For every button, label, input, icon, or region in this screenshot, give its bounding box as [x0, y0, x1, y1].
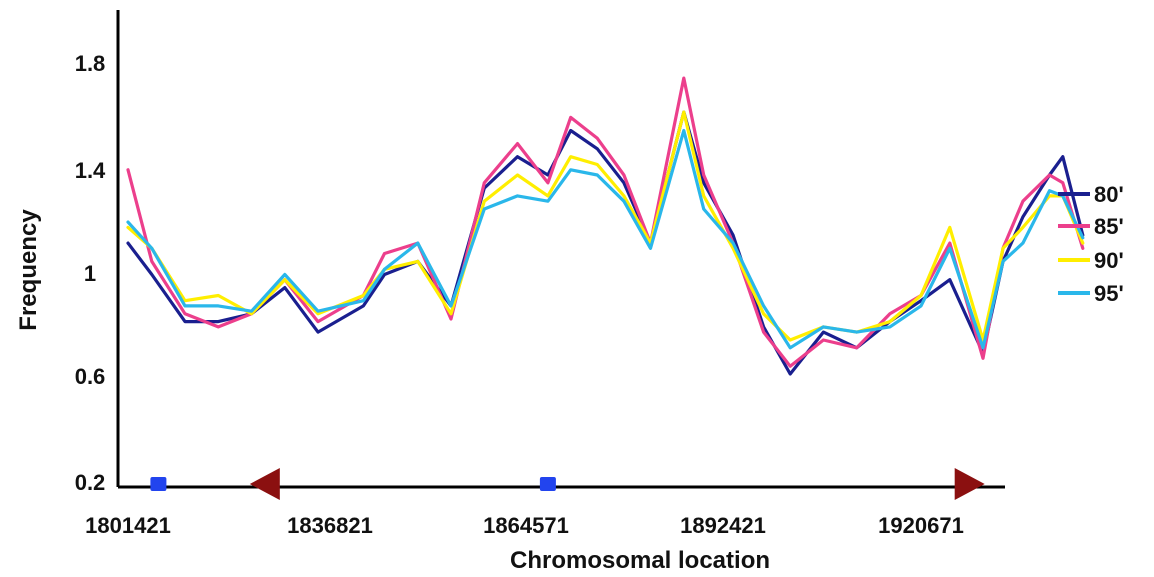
series-line-90 — [126, 110, 1085, 342]
x-tick-label: 1892421 — [680, 513, 766, 538]
gene-track — [150, 468, 985, 500]
y-tick-label: 1 — [84, 261, 96, 286]
x-axis-title: Chromosomal location — [510, 547, 770, 574]
gene-marker-square — [539, 477, 556, 491]
y-tick-label: 0.6 — [75, 364, 106, 389]
y-tick-label: 0.2 — [75, 470, 106, 495]
legend: 80' 85' 90' 95' — [1058, 182, 1124, 306]
series-line-85 — [126, 76, 1085, 368]
legend-label-95: 95' — [1094, 281, 1124, 306]
y-axis-title: Frequency — [15, 209, 42, 331]
x-tick-label: 1864571 — [483, 513, 569, 538]
x-tick-label: 1801421 — [85, 513, 171, 538]
gene-marker-square — [150, 477, 167, 491]
series-line-95 — [126, 128, 1085, 350]
gene-arrow-right — [954, 468, 985, 500]
x-tick-label: 1920671 — [878, 513, 964, 538]
y-tick-label: 1.8 — [75, 51, 106, 76]
y-tick-labels: 1.8 1.4 1 0.6 0.2 — [75, 51, 106, 495]
legend-label-90: 90' — [1094, 248, 1124, 273]
y-tick-label: 1.4 — [75, 158, 106, 183]
legend-label-80: 80' — [1094, 182, 1124, 207]
series-lines — [126, 76, 1085, 376]
gene-arrow-left — [249, 468, 280, 500]
x-tick-label: 1836821 — [287, 513, 373, 538]
legend-label-85: 85' — [1094, 214, 1124, 239]
x-tick-labels: 1801421 1836821 1864571 1892421 1920671 — [85, 513, 964, 538]
